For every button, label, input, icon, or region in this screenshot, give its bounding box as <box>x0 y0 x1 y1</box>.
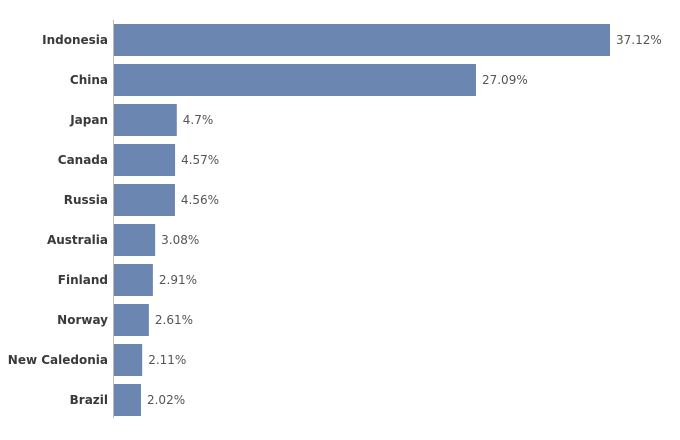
category-label-australia: Australia <box>47 233 108 247</box>
category-label-china: China <box>70 73 108 87</box>
bar-finland <box>114 264 153 296</box>
category-label-brazil: Brazil <box>70 393 108 407</box>
bar-indonesia <box>114 24 610 56</box>
bar-australia <box>114 224 156 256</box>
category-label-russia: Russia <box>64 193 108 207</box>
bar-brazil <box>114 384 141 416</box>
bar-china <box>114 64 476 96</box>
labels-layer: Indonesia 37.12% China 27.09% Japan 4.7% Canad… <box>8 33 662 407</box>
bar-new-caledonia <box>114 344 143 376</box>
category-label-japan: Japan <box>69 113 108 127</box>
value-label-china: 27.09% <box>482 73 528 87</box>
bar-canada <box>114 144 176 176</box>
category-label-new-caledonia: New Caledonia <box>8 353 108 367</box>
value-label-indonesia: 37.12% <box>616 33 662 47</box>
bar-norway <box>114 304 149 336</box>
bar-russia <box>114 184 175 216</box>
value-label-new-caledonia: 2.11% <box>148 353 186 367</box>
value-label-japan: 4.7% <box>183 113 214 127</box>
bars-layer <box>114 24 610 416</box>
category-label-indonesia: Indonesia <box>42 33 108 47</box>
category-label-finland: Finland <box>58 273 108 287</box>
value-label-australia: 3.08% <box>161 233 199 247</box>
value-label-russia: 4.56% <box>181 193 219 207</box>
category-label-norway: Norway <box>57 313 108 327</box>
category-label-canada: Canada <box>58 153 108 167</box>
value-label-finland: 2.91% <box>159 273 197 287</box>
value-label-canada: 4.57% <box>181 153 219 167</box>
bar-japan <box>114 104 177 136</box>
value-label-norway: 2.61% <box>155 313 193 327</box>
value-label-brazil: 2.02% <box>147 393 185 407</box>
